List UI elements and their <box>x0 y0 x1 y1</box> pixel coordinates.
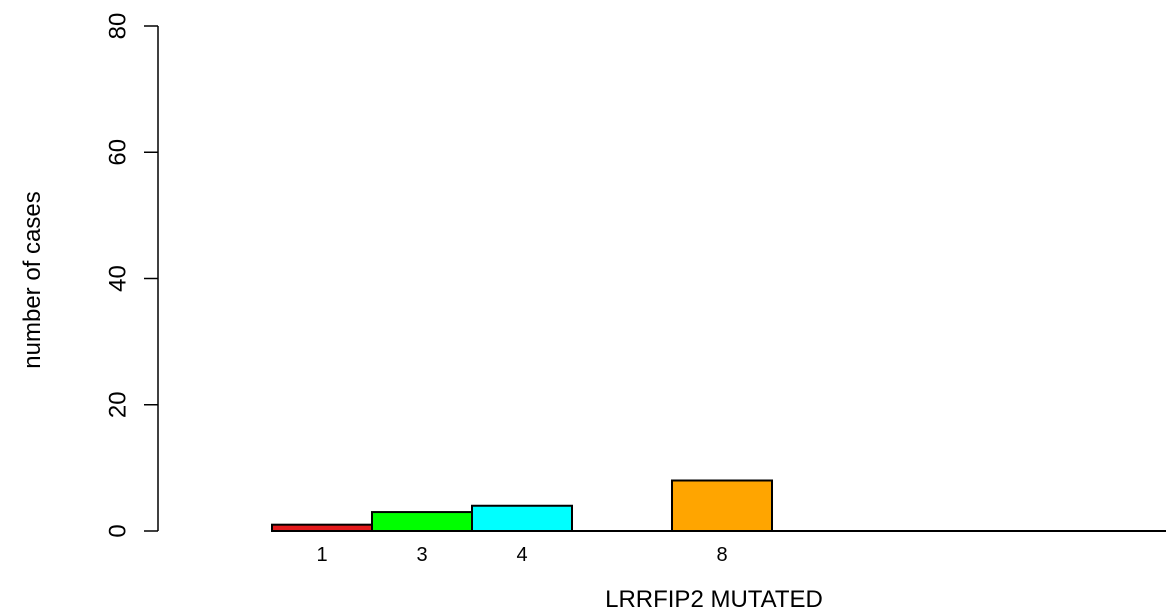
x-axis-label: LRRFIP2 MUTATED <box>605 586 823 613</box>
y-tick-label: 0 <box>105 524 132 537</box>
bar-label: 4 <box>516 544 527 566</box>
bars <box>271 479 1166 532</box>
bar <box>371 511 473 532</box>
y-tick-label: 60 <box>105 139 132 166</box>
bar-labels: 1 3 4 8 <box>316 544 727 566</box>
bar-label: 3 <box>416 544 427 566</box>
y-axis: 0 20 40 60 80 <box>105 13 159 538</box>
y-tick-label: 80 <box>105 13 132 40</box>
y-tick-label: 40 <box>105 265 132 292</box>
y-tick-label: 20 <box>105 391 132 418</box>
bar-label: 8 <box>716 544 727 566</box>
bar <box>271 523 373 532</box>
bar <box>471 504 573 532</box>
y-axis-label: number of cases <box>19 191 46 368</box>
bar <box>671 479 773 532</box>
bar-label: 1 <box>316 544 327 566</box>
